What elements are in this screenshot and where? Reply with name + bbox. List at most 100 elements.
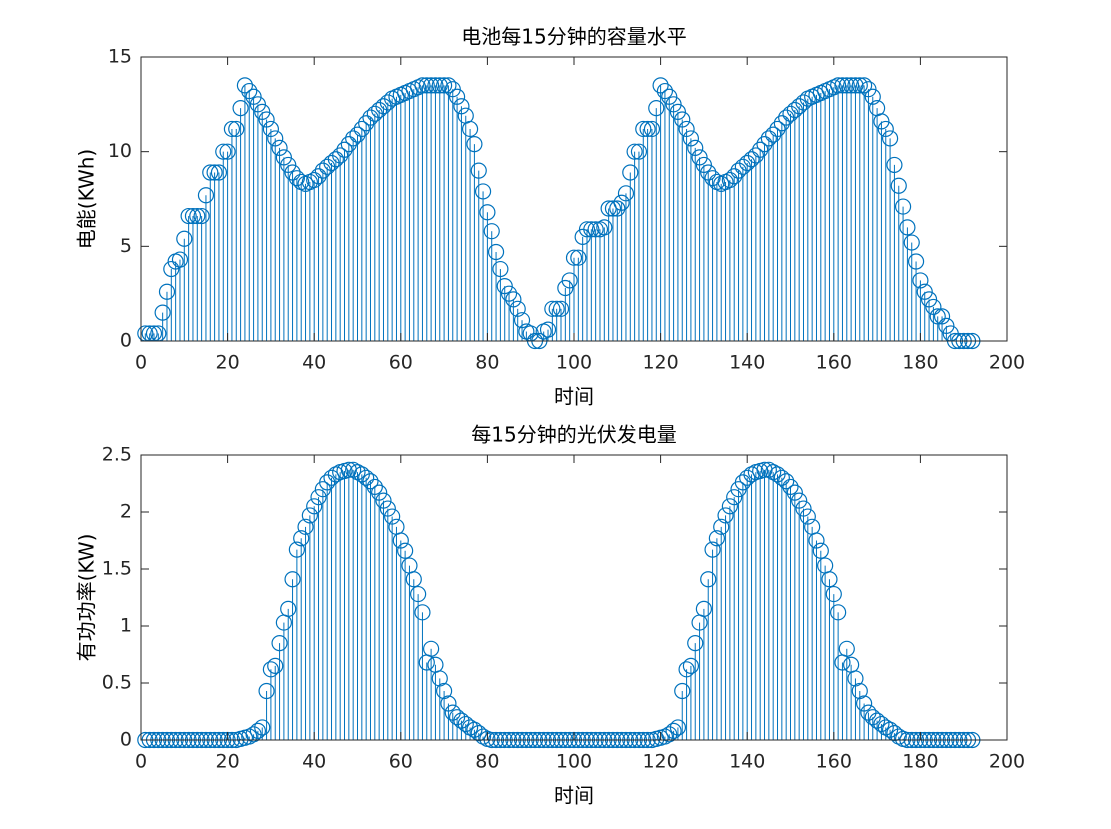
stem-marker [561, 272, 578, 289]
stem-marker [345, 130, 362, 147]
stem-marker [838, 640, 855, 657]
x-tick-label: 120 [642, 751, 678, 773]
stem-marker [379, 500, 396, 517]
stem-marker [778, 473, 795, 490]
stem-marker [362, 473, 379, 490]
stem-marker [254, 719, 271, 736]
stem-marker [310, 489, 327, 506]
stem-marker [544, 300, 561, 317]
stem-marker [288, 170, 305, 187]
stem-marker [656, 728, 674, 745]
stem-marker [271, 139, 288, 156]
stem-marker [358, 115, 375, 132]
y-tick-label: 15 [108, 46, 132, 68]
stem-marker [249, 96, 267, 113]
stem-marker [933, 308, 951, 325]
stem-marker [280, 156, 297, 174]
stem-marker [765, 126, 782, 143]
stem-marker [236, 77, 254, 94]
stem-marker [310, 168, 327, 185]
stem-marker [470, 162, 487, 179]
stem-marker [297, 518, 314, 535]
axes: 0 20 40 60 80 100 120 140 160 180 200 0 5 10 15 电池每15分钟… [75, 25, 1026, 409]
stem-marker [704, 541, 721, 558]
x-tick-label: 180 [902, 352, 938, 374]
stem-marker [349, 464, 366, 481]
stem-marker [210, 164, 228, 181]
stem-marker [340, 135, 357, 153]
stem-marker [405, 571, 422, 588]
y-tick-label: 0.5 [102, 672, 132, 694]
stem-marker [726, 489, 743, 506]
stem-marker [197, 187, 215, 204]
stem-marker [466, 135, 483, 153]
stem-marker [760, 130, 777, 147]
stem-marker [258, 682, 275, 700]
plot-area [141, 455, 1007, 740]
stem-marker [583, 221, 600, 238]
x-tick-label: 40 [302, 751, 326, 773]
x-tick-label: 80 [475, 751, 499, 773]
stem-marker [557, 279, 574, 297]
stem-marker [509, 300, 526, 317]
stem-marker [626, 143, 643, 160]
stem-marker [267, 657, 284, 675]
stem-marker [453, 98, 470, 115]
stem-marker [747, 147, 764, 164]
stem-marker [916, 283, 933, 300]
stem-marker [674, 682, 691, 700]
stem-marker [336, 141, 353, 158]
stem-marker [474, 183, 492, 200]
stem-marker [431, 77, 448, 94]
stem-marker [838, 77, 855, 94]
stem-marker [830, 77, 847, 94]
stem-marker [539, 321, 557, 338]
stem-marker [440, 77, 457, 94]
stem-marker [920, 291, 938, 308]
stem-marker [461, 719, 479, 736]
stem-marker [431, 670, 448, 687]
stem-marker [721, 498, 738, 515]
stem-marker [652, 77, 669, 94]
x-tick-label: 160 [816, 751, 852, 773]
x-tick-label: 100 [556, 751, 592, 773]
stem-marker [717, 507, 734, 524]
stem-marker [513, 312, 531, 329]
stem-marker [349, 126, 366, 143]
stem-marker [180, 207, 197, 225]
stem-marker [678, 661, 695, 678]
stem-marker [630, 143, 648, 160]
stem-marker [708, 530, 725, 547]
stem-marker [700, 164, 717, 181]
stem-marker [739, 469, 756, 486]
chart-title: 每15分钟的光伏发电量 [471, 423, 676, 447]
stem-marker [306, 498, 323, 515]
stem-marker [743, 151, 760, 168]
stem-marker [687, 139, 704, 156]
stem-marker [267, 130, 284, 147]
stem-marker [812, 542, 829, 559]
stem-marker [202, 164, 219, 181]
stem-marker [903, 234, 920, 251]
stem-marker [158, 283, 176, 300]
stem-marker [241, 82, 258, 100]
stem-marker [379, 94, 396, 111]
stem-marker [423, 77, 440, 94]
stem-marker [691, 149, 708, 166]
stem-marker [808, 532, 825, 549]
stem-marker [795, 94, 812, 111]
stem-marker [410, 585, 427, 603]
stem-marker [864, 88, 881, 105]
stem-marker [669, 719, 687, 736]
stem-marker [821, 571, 838, 588]
stem-marker [487, 243, 505, 261]
stem-marker [306, 171, 323, 189]
stem-marker [479, 204, 496, 221]
stem-marker [873, 715, 890, 733]
stem-marker [570, 249, 587, 266]
stem-marker [596, 219, 613, 236]
stem-marker [665, 96, 682, 113]
stem-marker [687, 634, 704, 652]
stem-marker [548, 300, 565, 317]
